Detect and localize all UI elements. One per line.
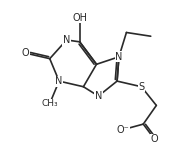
Text: O: O <box>22 48 29 58</box>
Text: O: O <box>151 134 158 144</box>
Text: OH: OH <box>72 13 87 22</box>
Text: O⁻: O⁻ <box>116 125 129 135</box>
Text: N: N <box>115 52 123 62</box>
Text: N: N <box>55 76 63 86</box>
Text: S: S <box>138 82 144 92</box>
Text: N: N <box>63 35 70 45</box>
Text: CH₃: CH₃ <box>41 99 58 108</box>
Text: N: N <box>95 91 102 101</box>
